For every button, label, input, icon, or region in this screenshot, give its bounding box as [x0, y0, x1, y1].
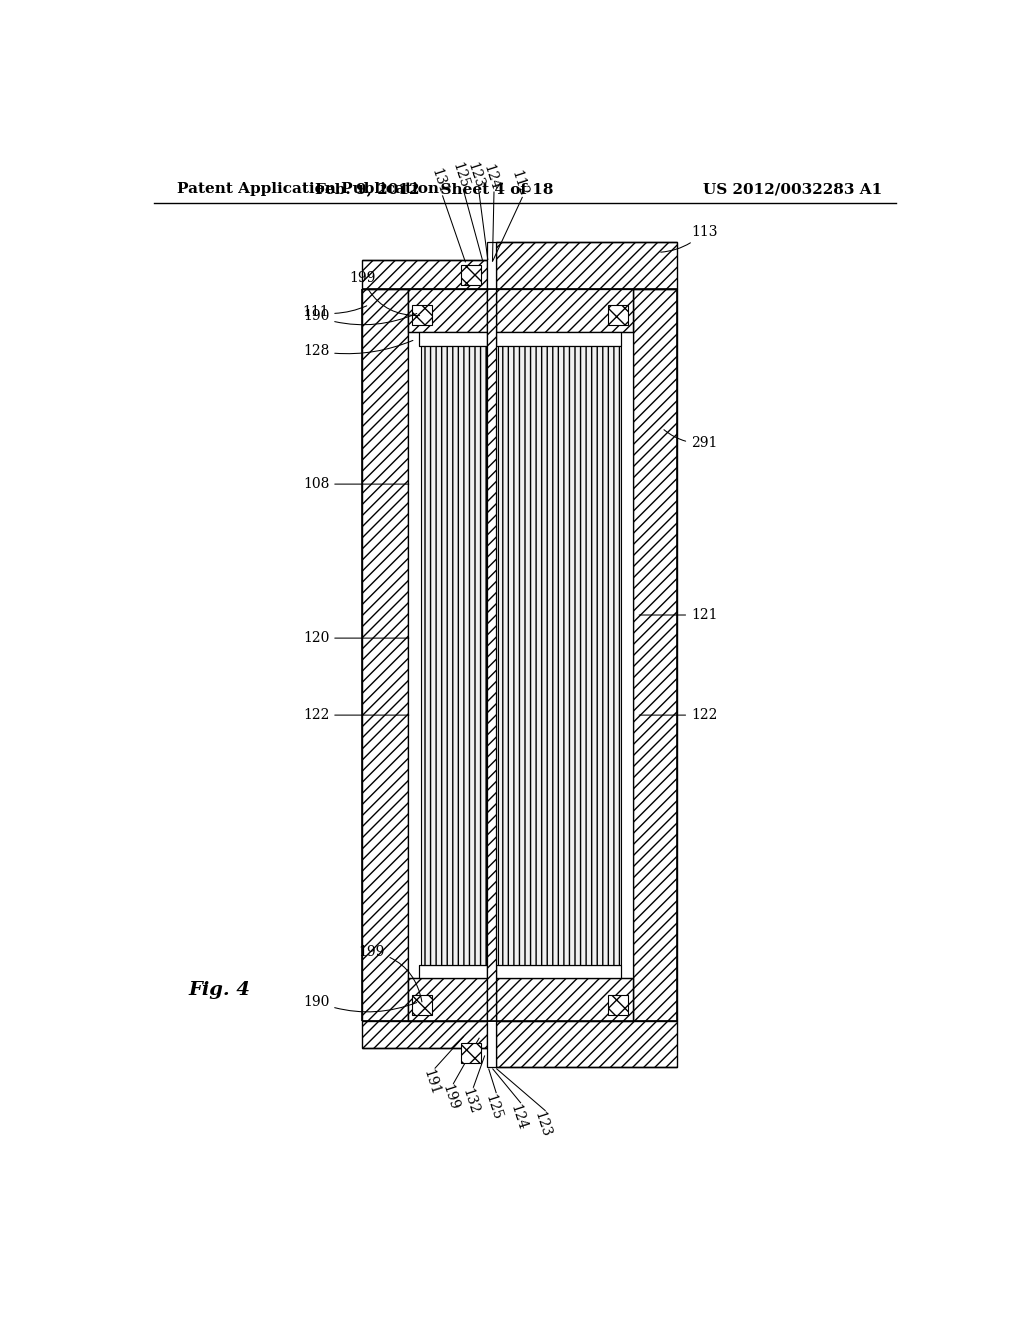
Text: US 2012/0032283 A1: US 2012/0032283 A1 [703, 182, 883, 197]
Bar [361, 260, 487, 289]
Text: 108: 108 [303, 477, 409, 491]
Bar [413, 305, 432, 326]
Bar [498, 346, 621, 965]
Bar [608, 995, 628, 1015]
Bar [408, 978, 487, 1020]
Bar [461, 1043, 481, 1063]
Bar [461, 265, 481, 285]
Bar [408, 289, 487, 1020]
Text: 190: 190 [303, 309, 417, 325]
Text: 199: 199 [358, 945, 422, 1002]
Text: 199: 199 [349, 271, 420, 315]
Bar [497, 289, 633, 1020]
Text: 111: 111 [303, 305, 367, 319]
Text: 123: 123 [465, 161, 486, 190]
Text: Patent Application Publication: Patent Application Publication [177, 182, 438, 197]
Text: 112: 112 [509, 168, 530, 198]
Text: 190: 190 [303, 994, 417, 1012]
Text: 124: 124 [507, 1102, 528, 1131]
Bar [497, 242, 677, 289]
Text: 123: 123 [531, 1110, 553, 1139]
Text: 121: 121 [639, 609, 718, 622]
Text: 199: 199 [439, 1084, 461, 1113]
Text: 125: 125 [482, 1093, 504, 1122]
Text: 113: 113 [660, 224, 718, 252]
Bar [497, 978, 633, 1020]
Bar [608, 305, 628, 326]
Bar [633, 289, 677, 1020]
Text: 125: 125 [450, 161, 471, 190]
Bar [487, 289, 497, 1020]
Text: 131: 131 [429, 166, 451, 197]
Text: 122: 122 [303, 708, 409, 722]
Bar [421, 346, 485, 965]
Text: 191: 191 [421, 1068, 442, 1097]
Bar [419, 965, 487, 978]
Text: 124: 124 [480, 162, 502, 193]
Bar [497, 331, 621, 346]
Bar [497, 289, 633, 331]
Bar [497, 965, 621, 978]
Bar [413, 995, 432, 1015]
Bar [419, 331, 487, 346]
Text: 128: 128 [303, 341, 413, 358]
Text: 291: 291 [664, 430, 718, 450]
Text: Fig. 4: Fig. 4 [188, 981, 250, 999]
Bar [497, 1020, 677, 1067]
Text: 120: 120 [303, 631, 409, 645]
Bar [361, 289, 408, 1020]
Bar [361, 1020, 487, 1048]
Text: Feb. 9, 2012    Sheet 4 of 18: Feb. 9, 2012 Sheet 4 of 18 [315, 182, 554, 197]
Text: 122: 122 [639, 708, 718, 722]
Bar [408, 289, 487, 331]
Text: 132: 132 [460, 1086, 481, 1117]
Bar [487, 242, 497, 1067]
